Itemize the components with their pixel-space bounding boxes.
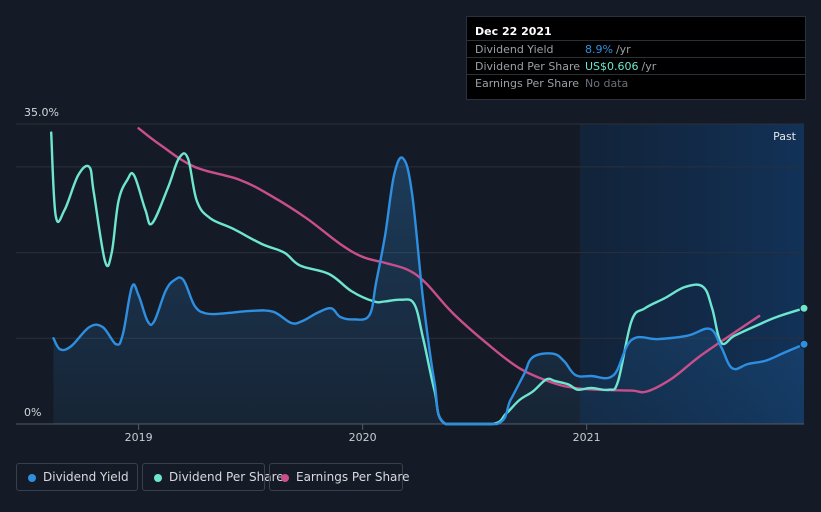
legend-label: Dividend Yield — [43, 470, 129, 484]
tooltip-row-dividend-per-share: Dividend Per Share US$0.606/yr — [467, 57, 805, 75]
x-tick-label: 2021 — [573, 431, 601, 444]
y-axis-bottom-label: 0% — [24, 406, 41, 419]
legend-dot-icon — [28, 474, 36, 482]
legend-dot-icon — [281, 474, 289, 482]
dividend-yield-line — [52, 156, 806, 426]
tooltip-label: Dividend Per Share — [475, 60, 581, 73]
legend-label: Dividend Per Share — [169, 470, 284, 484]
tooltip-value: No data — [585, 77, 629, 90]
dividend-per-share-end-marker — [799, 303, 809, 313]
tooltip-row-dividend-yield: Dividend Yield 8.9%/yr — [467, 40, 805, 58]
tooltip-label: Earnings Per Share — [475, 77, 580, 90]
earnings-per-share-line — [137, 127, 761, 394]
tooltip-value-dividend-per-share: US$0.606/yr — [585, 60, 656, 73]
dividend-yield-area — [53, 157, 804, 425]
legend-dot-icon — [154, 474, 162, 482]
y-axis-top-label: 35.0% — [24, 106, 59, 119]
dividend-yield-end-marker — [799, 339, 809, 349]
x-tick-label: 2020 — [349, 431, 377, 444]
x-tick-label: 2019 — [125, 431, 153, 444]
tooltip-value: US$0.606 — [585, 60, 639, 73]
past-label: Past — [773, 130, 797, 143]
dividend-per-share-line — [50, 131, 806, 426]
tooltip-label: Dividend Yield — [475, 43, 554, 56]
legend-item-dividend-yield[interactable]: Dividend Yield — [16, 463, 138, 491]
tooltip-unit: /yr — [641, 60, 657, 73]
tooltip-value-earnings-per-share: No data — [585, 77, 631, 90]
tooltip-value-dividend-yield: 8.9%/yr — [585, 43, 631, 56]
legend-item-dividend-per-share[interactable]: Dividend Per Share — [142, 463, 284, 491]
legend-label: Earnings Per Share — [296, 470, 410, 484]
tooltip-panel: Dec 22 2021 Dividend Yield 8.9%/yr Divid… — [466, 16, 806, 100]
tooltip-unit: /yr — [615, 43, 631, 56]
tooltip-value: 8.9% — [585, 43, 613, 56]
legend-item-earnings-per-share[interactable]: Earnings Per Share — [269, 463, 409, 491]
tooltip-row-earnings-per-share: Earnings Per Share No data — [467, 74, 805, 92]
tooltip-date: Dec 22 2021 — [475, 25, 552, 38]
